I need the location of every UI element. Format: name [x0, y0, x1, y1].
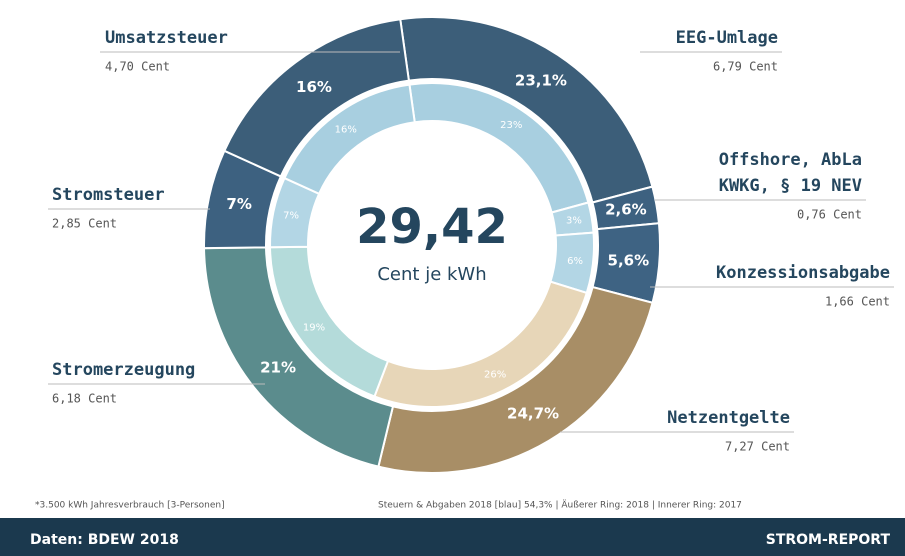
- segment-label: 24,7%: [507, 405, 559, 423]
- category-label: Netzentgelte: [667, 408, 790, 428]
- category-label: Stromerzeugung: [52, 360, 195, 380]
- segment-label: 2,6%: [605, 201, 647, 219]
- category-label: Offshore, AbLa KWKG, § 19 NEV: [719, 150, 862, 196]
- segment-label: 26%: [484, 369, 506, 380]
- segment-label: 21%: [260, 358, 296, 376]
- category-label: Umsatzsteuer: [105, 28, 228, 48]
- cost-label: 1,66 Cent: [825, 295, 890, 309]
- brand: STROM-REPORT: [766, 532, 891, 548]
- ring-segment: [377, 285, 654, 474]
- center-label: Cent je kWh: [377, 264, 486, 285]
- segment-label: 16%: [335, 125, 357, 136]
- category-label: Stromsteuer: [52, 185, 165, 205]
- footnote: *3.500 kWh Jahresverbrauch [3-Personen]: [35, 501, 225, 511]
- segment-label: 3%: [566, 215, 582, 226]
- ring-segment: [223, 18, 411, 178]
- cost-label: 4,70 Cent: [105, 60, 170, 74]
- cost-label: 6,18 Cent: [52, 392, 117, 406]
- segment-label: 6%: [567, 256, 583, 267]
- note: Steuern & Abgaben 2018 [blau] 54,3% | Äu…: [378, 500, 742, 511]
- center-value: 29,42: [356, 199, 508, 255]
- segment-label: 7%: [283, 211, 299, 222]
- center-disc: [312, 125, 552, 365]
- segment-label: 23%: [500, 120, 522, 131]
- footer-bar: [0, 518, 905, 556]
- segment-label: 19%: [303, 323, 325, 334]
- ring-segment: [283, 83, 416, 196]
- source: Daten: BDEW 2018: [30, 532, 179, 548]
- category-label: EEG-Umlage: [676, 28, 778, 48]
- segment-label: 7%: [226, 195, 251, 213]
- cost-label: 7,27 Cent: [725, 440, 790, 454]
- segment-label: 16%: [296, 78, 332, 96]
- segment-label: 23,1%: [515, 71, 567, 89]
- cost-label: 6,79 Cent: [713, 60, 778, 74]
- label-line: KWKG, § 19 NEV: [719, 176, 862, 196]
- segment-label: 5,6%: [608, 251, 650, 269]
- category-label: Konzessionsabgabe: [716, 263, 890, 283]
- cost-label: 0,76 Cent: [797, 208, 862, 222]
- cost-label: 2,85 Cent: [52, 217, 117, 231]
- label-line: Offshore, AbLa: [719, 150, 862, 170]
